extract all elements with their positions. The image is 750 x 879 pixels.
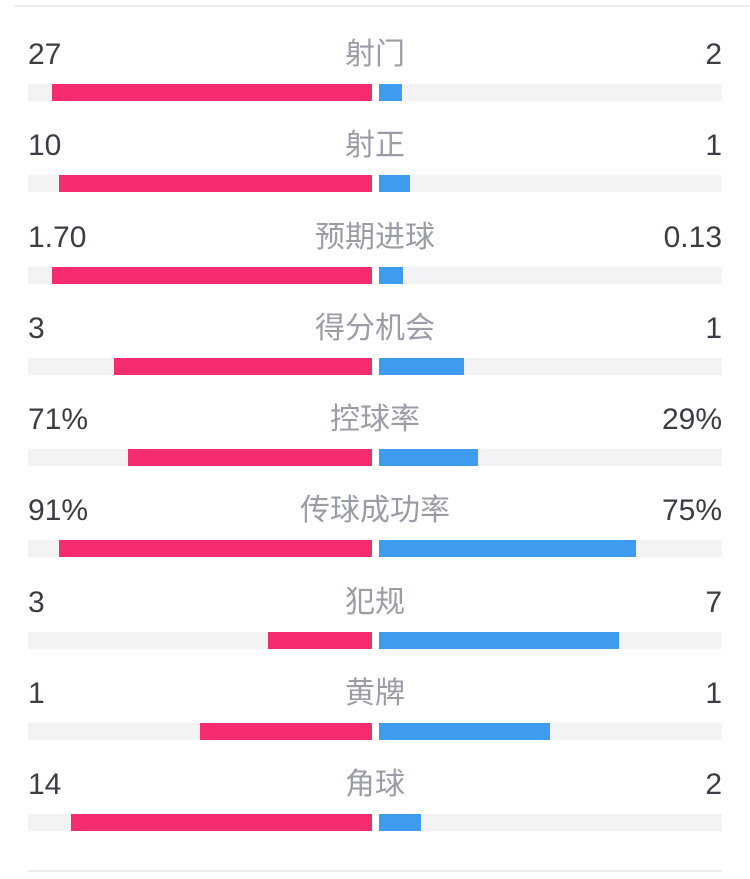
home-bar-fill: [268, 631, 372, 649]
stat-bar: [28, 449, 722, 467]
stat-label: 预期进球: [315, 220, 435, 254]
home-bar-track: [28, 84, 372, 101]
away-value: 7: [705, 585, 722, 619]
away-bar-fill: [378, 357, 465, 375]
home-value: 27: [28, 38, 62, 71]
home-value: 71%: [28, 403, 89, 437]
home-value: 3: [28, 585, 45, 619]
away-bar-fill: [378, 449, 479, 467]
away-bar-track: [378, 84, 722, 101]
home-bar-fill: [70, 814, 372, 832]
away-bar-track: [378, 814, 722, 832]
stat-row-8: 1 黄牌 1: [28, 677, 722, 768]
away-value: 2: [705, 38, 722, 71]
away-bar-track: [378, 723, 722, 741]
home-bar-track: [28, 266, 372, 284]
away-value: 1: [705, 129, 722, 163]
stat-label: 角球: [345, 768, 405, 802]
stats-list: 27 射门 2 10 射正 1 1.: [28, 38, 722, 859]
stat-row-7: 3 犯规 7: [28, 586, 722, 677]
away-bar-track: [378, 357, 722, 375]
stat-bar: [28, 723, 722, 741]
stat-label: 传球成功率: [300, 494, 450, 528]
away-value: 1: [705, 677, 722, 711]
stat-row-6: 91% 传球成功率 75%: [28, 494, 722, 585]
stat-bar: [28, 814, 722, 832]
top-separator: [14, 5, 750, 7]
home-bar-fill: [113, 357, 372, 375]
stat-row-labels: 1 黄牌 1: [28, 677, 722, 711]
stat-row-labels: 3 犯规 7: [28, 586, 722, 620]
stat-label: 得分机会: [315, 311, 435, 345]
away-bar-track: [378, 266, 722, 284]
home-value: 3: [28, 311, 45, 345]
stat-row-1: 27 射门 2: [28, 38, 722, 129]
stat-bar: [28, 84, 722, 101]
home-value: 14: [28, 768, 62, 802]
stat-label: 犯规: [345, 585, 405, 619]
bottom-separator: [28, 870, 722, 872]
stat-row-5: 71% 控球率 29%: [28, 403, 722, 494]
home-bar-track: [28, 631, 372, 649]
away-bar-fill: [378, 266, 403, 284]
stat-row-labels: 3 得分机会 1: [28, 312, 722, 346]
home-bar-track: [28, 449, 372, 467]
away-bar-fill: [378, 814, 422, 832]
away-value: 75%: [661, 494, 722, 528]
home-bar-track: [28, 723, 372, 741]
away-bar-track: [378, 631, 722, 649]
home-bar-track: [28, 814, 372, 832]
away-bar-fill: [378, 631, 619, 649]
stat-row-labels: 14 角球 2: [28, 768, 722, 802]
away-bar-fill: [378, 540, 637, 558]
stat-row-labels: 91% 传球成功率 75%: [28, 494, 722, 528]
stat-label: 射正: [345, 129, 405, 163]
home-bar-track: [28, 175, 372, 193]
home-value: 91%: [28, 494, 89, 528]
away-value: 0.13: [663, 220, 722, 254]
stat-bar: [28, 175, 722, 193]
home-bar-fill: [51, 84, 372, 101]
home-bar-fill: [52, 266, 372, 284]
away-bar-track: [378, 449, 722, 467]
stat-row-4: 3 得分机会 1: [28, 312, 722, 403]
home-value: 1: [28, 677, 45, 711]
stat-row-3: 1.70 预期进球 0.13: [28, 221, 722, 312]
stat-label: 控球率: [330, 403, 420, 437]
away-bar-fill: [378, 175, 410, 193]
home-bar-fill: [58, 540, 372, 558]
stat-row-9: 14 角球 2: [28, 768, 722, 859]
home-bar-fill: [127, 449, 372, 467]
away-value: 2: [705, 768, 722, 802]
stat-label: 黄牌: [345, 677, 405, 711]
stat-bar: [28, 540, 722, 558]
away-bar-fill: [378, 84, 403, 101]
home-bar-fill: [59, 175, 372, 193]
away-value: 1: [705, 311, 722, 345]
stat-row-labels: 71% 控球率 29%: [28, 403, 722, 437]
away-bar-track: [378, 540, 722, 558]
home-bar-track: [28, 540, 372, 558]
stat-row-labels: 1.70 预期进球 0.13: [28, 221, 722, 255]
away-value: 29%: [661, 403, 722, 437]
stat-bar: [28, 631, 722, 649]
away-bar-track: [378, 175, 722, 193]
home-bar-fill: [199, 723, 372, 741]
stat-label: 射门: [345, 38, 405, 71]
stat-row-2: 10 射正 1: [28, 129, 722, 220]
stat-row-labels: 27 射门 2: [28, 38, 722, 72]
home-value: 10: [28, 129, 62, 163]
home-value: 1.70: [28, 220, 87, 254]
stat-bar: [28, 266, 722, 284]
home-bar-track: [28, 357, 372, 375]
away-bar-fill: [378, 723, 551, 741]
stat-row-labels: 10 射正 1: [28, 129, 722, 163]
stat-bar: [28, 357, 722, 375]
